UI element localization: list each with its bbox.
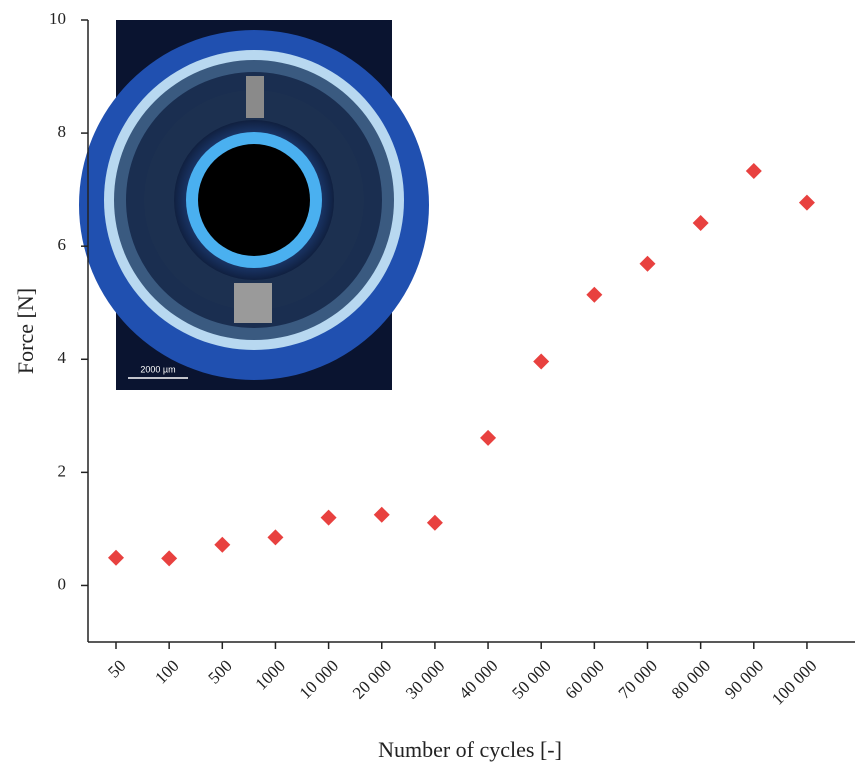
x-tick-label: 40 000 [455,656,501,702]
marker [161,550,177,566]
y-tick-label: 10 [49,9,66,28]
y-tick-label: 6 [58,235,67,254]
marker [746,163,762,179]
x-tick-label: 20 000 [349,656,395,702]
x-tick-label: 1000 [252,656,289,693]
marker [427,515,443,531]
x-tick-label: 10 000 [296,656,342,702]
x-tick-label: 100 [151,656,182,687]
x-axis-label: Number of cycles [-] [378,737,562,762]
marker [693,215,709,231]
marker [480,430,496,446]
x-tick-label: 50 [104,656,129,681]
marker [267,529,283,545]
marker [321,510,337,526]
marker [214,537,230,553]
x-tick-label: 90 000 [721,656,767,702]
y-axis-label: Force [N] [13,288,38,374]
x-tick-label: 60 000 [561,656,607,702]
y-tick-label: 8 [58,122,67,141]
marker [640,256,656,272]
y-tick-label: 4 [58,348,67,367]
x-tick-label: 80 000 [668,656,714,702]
x-tick-label: 50 000 [508,656,554,702]
chart: 2000 µm Force [N] Number of cycles [-] 0… [0,0,858,772]
scale-label: 2000 µm [140,364,175,374]
marker [374,507,390,523]
marker [586,287,602,303]
y-tick-label: 0 [58,574,67,593]
marker [108,550,124,566]
y-tick-label: 2 [58,461,67,480]
marker [533,354,549,370]
inset-photo: 2000 µm [79,20,429,390]
x-tick-label: 70 000 [615,656,661,702]
x-tick-label: 100 000 [768,656,821,709]
marker [799,195,815,211]
x-tick-label: 500 [204,656,235,687]
x-tick-label: 30 000 [402,656,448,702]
